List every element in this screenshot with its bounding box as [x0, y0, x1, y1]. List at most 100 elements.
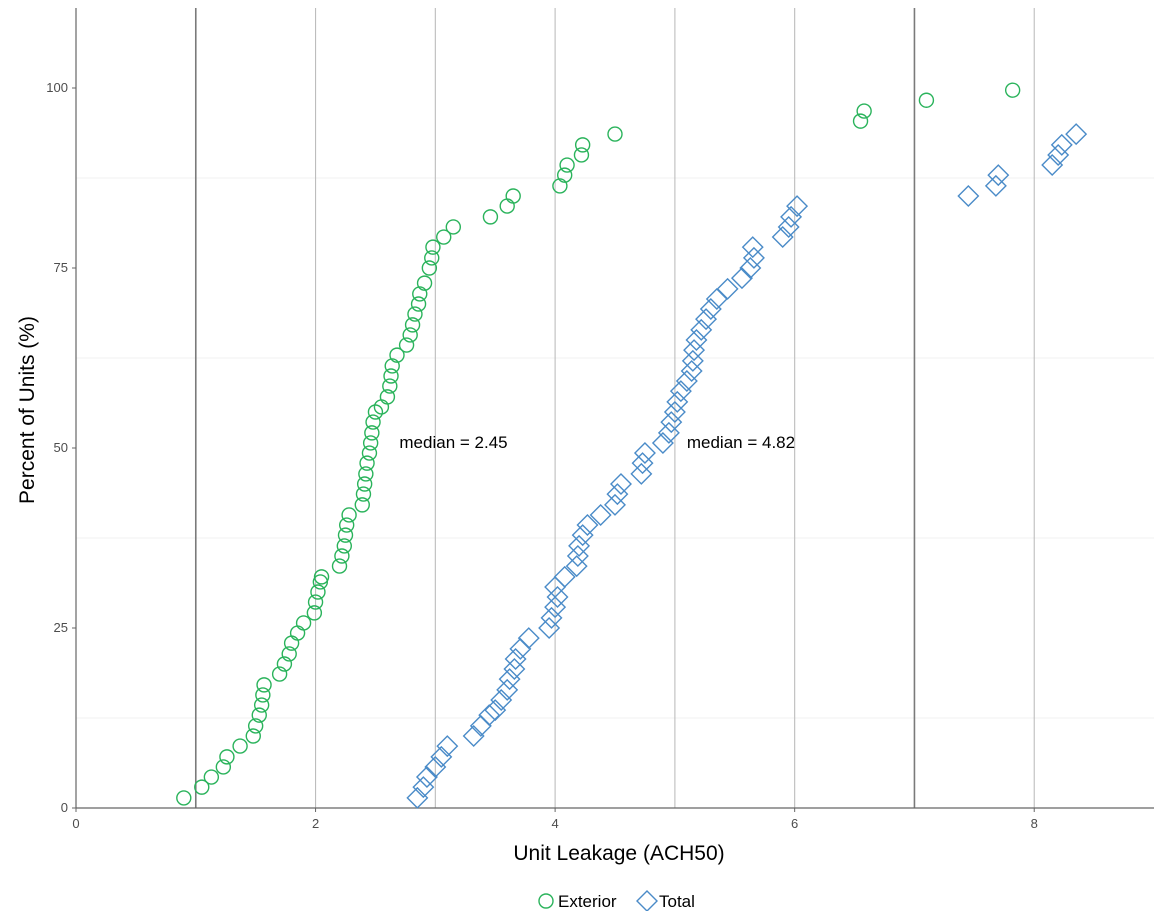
- total-point: [1041, 154, 1064, 177]
- legend-total-label: Total: [659, 892, 695, 911]
- data-points: [176, 82, 1088, 809]
- total-point: [680, 359, 703, 382]
- legend: Exterior Total: [538, 890, 695, 911]
- exterior-point: [384, 358, 400, 374]
- exterior-point: [379, 389, 396, 405]
- exterior-point: [445, 219, 461, 235]
- x-tick-label: 6: [791, 816, 798, 831]
- exterior-point: [362, 435, 379, 451]
- total-point: [430, 745, 453, 768]
- total-point: [503, 658, 526, 681]
- total-point: [568, 534, 591, 557]
- exterior-point: [365, 414, 381, 430]
- exterior-point: [341, 507, 357, 523]
- exterior-point: [313, 569, 330, 585]
- exterior-point: [424, 250, 440, 266]
- exterior-point: [336, 538, 353, 554]
- exterior-point: [574, 137, 591, 153]
- total-point: [651, 431, 674, 454]
- x-tick-label: 0: [72, 816, 79, 831]
- exterior-point: [232, 738, 248, 754]
- exterior-point: [255, 687, 271, 703]
- total-point: [589, 503, 612, 526]
- exterior-point: [338, 517, 355, 533]
- exterior-point: [295, 615, 312, 631]
- exterior-point: [552, 178, 568, 194]
- exterior-point: [856, 103, 872, 119]
- exterior-point: [607, 126, 623, 142]
- total-point: [484, 699, 507, 722]
- exterior-point: [556, 167, 573, 183]
- exterior-point: [389, 347, 405, 363]
- total-point: [669, 380, 692, 403]
- total-point: [666, 390, 689, 413]
- total-point: [538, 617, 561, 639]
- median-total-annotation: median = 4.82: [687, 433, 795, 452]
- total-point: [984, 174, 1007, 197]
- exterior-point: [281, 646, 297, 662]
- total-point: [540, 606, 563, 629]
- y-tick-label: 0: [61, 800, 68, 815]
- total-point: [546, 586, 569, 609]
- exterior-point: [918, 92, 935, 108]
- exterior-point: [367, 404, 384, 420]
- total-point: [690, 318, 713, 341]
- exterior-point: [402, 327, 418, 343]
- legend-exterior-label: Exterior: [558, 892, 617, 911]
- exterior-point: [331, 558, 348, 574]
- total-point: [496, 678, 519, 701]
- total-point: [657, 421, 680, 444]
- y-tick-label: 50: [54, 440, 68, 455]
- total-point: [681, 349, 704, 372]
- total-point: [631, 452, 654, 475]
- total-point: [566, 545, 589, 567]
- grid: [76, 8, 1154, 808]
- exterior-point: [247, 718, 264, 734]
- exterior-point: [852, 113, 869, 129]
- exterior-point: [289, 625, 306, 641]
- total-point: [504, 647, 527, 670]
- exterior-point: [383, 368, 399, 384]
- exterior-point: [361, 445, 378, 461]
- exterior-point: [436, 229, 452, 245]
- exterior-point: [499, 198, 515, 214]
- x-tick-label: 4: [551, 816, 558, 831]
- exterior-point: [573, 147, 590, 163]
- exterior-point: [310, 584, 326, 600]
- exterior-point: [410, 296, 427, 312]
- total-point: [699, 298, 722, 321]
- exterior-point: [337, 527, 354, 543]
- exterior-point: [425, 239, 441, 255]
- total-point: [415, 766, 438, 789]
- total-point: [606, 483, 629, 506]
- total-point: [609, 473, 632, 495]
- exterior-point: [194, 779, 210, 795]
- total-point: [633, 442, 656, 465]
- exterior-point: [245, 728, 261, 744]
- exterior-point: [251, 707, 267, 723]
- total-point: [517, 627, 540, 650]
- total-point: [406, 786, 429, 809]
- total-point: [716, 277, 739, 300]
- total-point: [571, 524, 594, 547]
- total-point: [739, 257, 762, 279]
- total-point: [771, 226, 794, 249]
- total-point: [630, 462, 653, 485]
- total-point: [478, 704, 501, 727]
- legend-exterior-marker: [538, 893, 554, 909]
- y-tick-label: 25: [54, 620, 68, 635]
- exterior-point: [416, 275, 433, 291]
- exterior-point: [356, 476, 373, 492]
- exterior-point: [505, 188, 521, 204]
- total-point: [604, 493, 626, 516]
- legend-total-marker: [636, 890, 658, 911]
- total-point: [576, 514, 599, 537]
- exterior-point: [271, 666, 288, 682]
- exterior-point: [404, 317, 421, 333]
- total-point: [780, 205, 803, 228]
- y-tick-label: 75: [54, 260, 68, 275]
- exterior-point: [373, 399, 390, 415]
- exterior-point: [203, 769, 220, 785]
- exterior-point: [355, 486, 372, 502]
- x-tick-label: 8: [1031, 816, 1038, 831]
